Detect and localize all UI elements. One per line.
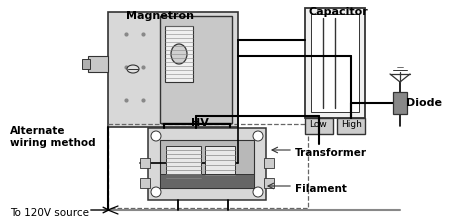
Bar: [205, 146, 235, 182]
Bar: [160, 140, 254, 188]
Text: To 120V source: To 120V source: [10, 208, 89, 218]
Bar: [108, 12, 238, 127]
Text: Diode: Diode: [406, 98, 442, 108]
Bar: [166, 146, 201, 182]
Text: Filament: Filament: [295, 184, 347, 194]
Bar: [160, 174, 254, 188]
Bar: [140, 158, 150, 168]
Text: Magnetron: Magnetron: [126, 11, 194, 21]
Text: Alternate
wiring method: Alternate wiring method: [10, 126, 96, 148]
Bar: [305, 8, 365, 118]
Bar: [393, 92, 407, 114]
Bar: [305, 118, 333, 134]
Bar: [337, 118, 365, 134]
Ellipse shape: [127, 65, 139, 73]
Circle shape: [151, 131, 161, 141]
Bar: [108, 124, 308, 208]
Bar: [88, 56, 108, 72]
Bar: [140, 178, 150, 188]
Ellipse shape: [171, 44, 187, 64]
Bar: [264, 158, 274, 168]
Bar: [160, 16, 232, 123]
Text: HV: HV: [191, 118, 209, 128]
Circle shape: [151, 187, 161, 197]
Bar: [311, 14, 359, 112]
Circle shape: [253, 187, 263, 197]
Text: Low: Low: [309, 120, 327, 129]
Bar: [165, 26, 193, 82]
Bar: [264, 178, 274, 188]
Text: Transformer: Transformer: [295, 148, 367, 158]
Bar: [82, 59, 90, 69]
Circle shape: [253, 131, 263, 141]
Text: High: High: [341, 120, 362, 129]
Bar: [148, 128, 266, 200]
Text: Capacitor: Capacitor: [309, 7, 369, 17]
